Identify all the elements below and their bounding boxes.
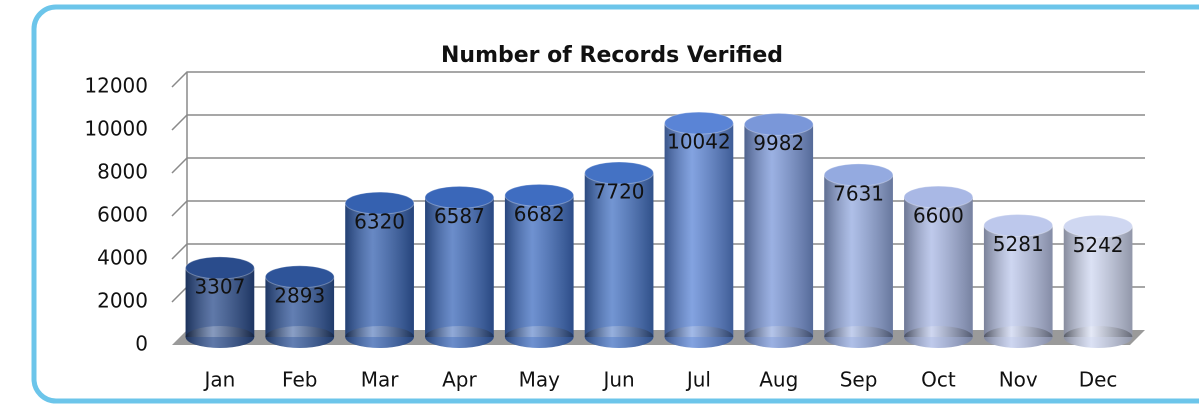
y-tick-label: 0	[135, 332, 148, 356]
y-tick-label: 8000	[97, 160, 148, 184]
bar-shade	[185, 267, 255, 337]
grid-line	[171, 114, 1145, 131]
value-label: 10042	[667, 130, 731, 154]
bar	[185, 256, 255, 348]
bar-shade	[904, 197, 973, 337]
bar-top	[264, 265, 335, 289]
value-label: 2893	[274, 283, 325, 307]
bar-top	[983, 213, 1054, 237]
bar-shade	[664, 123, 734, 337]
x-tick-label: May	[519, 368, 561, 392]
bar-shade	[584, 173, 654, 337]
bar	[424, 185, 495, 348]
bar-shade	[824, 174, 893, 337]
floor	[172, 330, 1145, 345]
bar	[584, 161, 654, 348]
y-tick-label: 2000	[97, 289, 148, 313]
bar-shade	[504, 195, 574, 337]
x-tick-label: Jan	[202, 368, 235, 392]
x-tick-label: Jul	[685, 368, 711, 392]
bar-top	[344, 191, 415, 215]
chart-title: Number of Records Verified	[441, 43, 783, 68]
bar-top	[424, 185, 495, 209]
bar-shade	[1063, 226, 1133, 337]
bar-top	[664, 111, 734, 135]
bar	[903, 185, 974, 348]
grid-line	[171, 157, 1145, 174]
bar	[344, 191, 415, 348]
x-tick-label: Apr	[442, 368, 477, 392]
x-tick-label: Jun	[601, 368, 634, 392]
x-tick-label: Mar	[361, 368, 400, 392]
x-tick-label: Oct	[921, 368, 956, 392]
y-tick-label: 12000	[84, 74, 148, 98]
value-label: 6600	[913, 204, 964, 228]
x-tick-label: Dec	[1079, 368, 1118, 392]
bar	[1063, 214, 1133, 348]
value-label: 6682	[514, 202, 565, 226]
y-tick-label: 10000	[84, 117, 148, 141]
bar-top	[584, 161, 654, 185]
bar	[504, 183, 575, 348]
bar-shade	[345, 203, 414, 337]
bar-top	[185, 256, 255, 280]
bar	[823, 163, 894, 348]
bar-top	[903, 185, 974, 209]
value-label: 6320	[354, 210, 405, 234]
bar-shade	[425, 197, 494, 337]
x-tick-label: Nov	[999, 368, 1038, 392]
bar	[983, 213, 1054, 348]
x-tick-label: Sep	[840, 368, 878, 392]
value-label: 7720	[594, 180, 645, 204]
x-tick-label: Aug	[759, 368, 798, 392]
y-tick-label: 6000	[97, 203, 148, 227]
x-tick-label: Feb	[282, 368, 317, 392]
value-label: 7631	[833, 181, 884, 205]
value-label: 9982	[753, 131, 804, 155]
bar-top	[504, 183, 575, 207]
y-tick-label: 4000	[97, 246, 148, 270]
bar-top	[1063, 214, 1133, 238]
value-label: 6587	[434, 204, 485, 228]
bar-top	[743, 112, 814, 136]
bar	[664, 111, 734, 348]
bar-shade	[983, 225, 1053, 337]
value-label: 5281	[993, 232, 1044, 256]
value-label: 3307	[194, 274, 245, 298]
bar	[743, 112, 814, 348]
bar-top	[823, 163, 894, 187]
grid-line	[171, 71, 1145, 88]
bar	[264, 265, 335, 348]
bar-shade	[744, 124, 814, 338]
value-label: 5242	[1073, 233, 1124, 257]
